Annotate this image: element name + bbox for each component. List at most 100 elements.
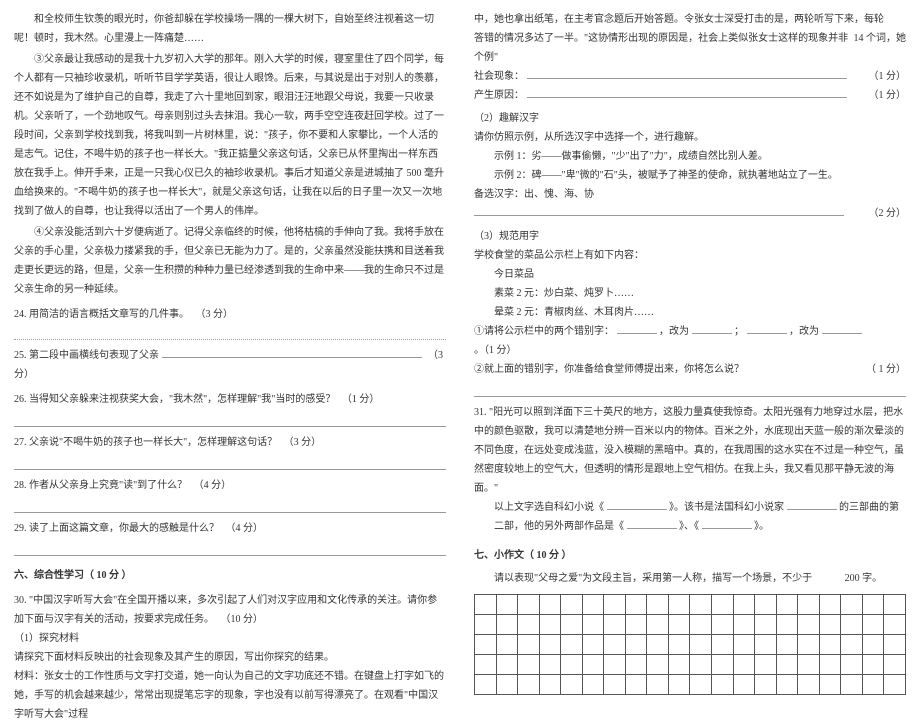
grid-cell — [561, 595, 583, 615]
grid-cell — [820, 675, 842, 695]
grid-cell — [497, 655, 519, 675]
sec7-text: 请以表现"父母之爱"为文段主旨，采用第一人称，描写一个场景，不少于 — [494, 573, 812, 584]
grid-cell — [604, 615, 626, 635]
reason-label: 产生原因： — [474, 90, 524, 101]
grid-cell — [777, 655, 799, 675]
answer-blank — [527, 86, 847, 98]
sub2-answer: （2 分） — [474, 204, 906, 223]
grid-cell — [518, 655, 540, 675]
grid-cell — [475, 615, 497, 635]
grid-cell — [669, 635, 691, 655]
q28-score: （4 分） — [194, 480, 232, 491]
fix1c: ； — [734, 326, 744, 337]
menu-title: 今日菜品 — [494, 265, 906, 284]
writing-grid — [474, 594, 906, 695]
grid-cell — [604, 655, 626, 675]
grid-cell — [820, 615, 842, 635]
grid-cell — [712, 675, 734, 695]
grid-cell — [647, 655, 669, 675]
grid-cell — [497, 635, 519, 655]
grid-cell — [583, 595, 605, 615]
answer-line — [14, 326, 446, 340]
q29-score: （4 分） — [226, 523, 264, 534]
grid-cell — [475, 675, 497, 695]
grid-cell — [540, 675, 562, 695]
social-score: （1 分） — [869, 67, 907, 86]
grid-cell — [690, 635, 712, 655]
menu-line-1: 素菜 2 元：炒白菜、炖罗卜…… — [494, 284, 906, 303]
left-column: 和全校师生钦羡的眼光时，你爸却躲在学校操场一隅的一棵大树下，自始至终注视着这一切… — [0, 0, 460, 638]
grid-cell — [518, 635, 540, 655]
grid-cell — [841, 675, 863, 695]
sub1-title: （1）探究材料 — [14, 629, 446, 648]
q29-text: 29. 读了上面这篇文章，你最大的感触是什么？ — [14, 523, 219, 534]
q31-fill: 以上文字选自科幻小说《 》。该书是法国科幻小说家 的三部曲的第二部，他的另外两部… — [494, 498, 906, 536]
grid-cell — [712, 635, 734, 655]
grid-cell — [777, 615, 799, 635]
example-1: 示例 1：劣——做事偷懒，"少"出了"力"，成绩自然比别人差。 — [494, 147, 906, 166]
grid-cell — [475, 655, 497, 675]
answer-line — [14, 456, 446, 470]
q28-text: 28. 作者从父亲身上究竟"读"到了什么？ — [14, 480, 187, 491]
grid-cell — [777, 595, 799, 615]
material-cont3: 答错的情况多达了一半。"这协情形出现的原因是，社会上类似张女士这样的现象并非个例… — [474, 29, 906, 67]
grid-cell — [798, 615, 820, 635]
grid-cell — [863, 615, 885, 635]
q27-score: （3 分） — [284, 437, 322, 448]
grid-cell — [669, 595, 691, 615]
grid-cell — [755, 635, 777, 655]
grid-cell — [755, 675, 777, 695]
grid-cell — [734, 595, 756, 615]
grid-cell — [863, 655, 885, 675]
grid-cell — [884, 655, 906, 675]
question-24: 24. 用简洁的语言概括文章写的几件事。 （3 分） — [14, 305, 446, 340]
q25-text: 25. 第二段中画横线句表现了父亲 — [14, 350, 159, 361]
grid-cell — [540, 635, 562, 655]
question-25: 25. 第二段中画横线句表现了父亲 （3 分） — [14, 346, 446, 384]
answer-blank — [617, 322, 657, 334]
fix1b: ，改为 — [659, 326, 689, 337]
social-row: 社会现象： （1 分） — [474, 67, 906, 86]
grid-cell — [540, 655, 562, 675]
grid-cell — [475, 595, 497, 615]
grid-cell — [561, 675, 583, 695]
material-text: 材料：张女士的工作性质与文字打交道，她一向认为自己的文字功底还不错。在键盘上打字… — [14, 667, 446, 724]
fix-row-1: ①请将公示栏中的两个错别字： ，改为 ； ，改为 。（1 分） — [474, 322, 906, 360]
passage-para-2: ③父亲最让我感动的是我十九岁初入大学的那年。刚入大学的时候，寝室里住了四个同学，… — [14, 50, 446, 221]
answer-blank — [474, 204, 844, 216]
q26-text: 26. 当得知父亲躲来注视获奖大会，"我木然"，怎样理解"我"当时的感受？ — [14, 394, 335, 405]
example-2: 示例 2：碑——"卑"微的"石"头，被赋予了神圣的使命，就执著地站立了一生。 — [494, 166, 906, 185]
sub2-text: 请你仿照示例，从所选汉字中选择一个，进行趣解。 — [474, 128, 906, 147]
answer-line — [14, 542, 446, 556]
sub3-text: 学校食堂的菜品公示栏上有如下内容： — [474, 246, 906, 265]
grid-cell — [626, 675, 648, 695]
right-column: 中，她也拿出纸笔，在主考官念题后开始答题。令张女士深受打击的是，两轮听写下来，每… — [460, 0, 920, 638]
menu-line-2: 晕菜 2 元：青椒肉丝、木耳肉片…… — [494, 303, 906, 322]
passage-para-1: 和全校师生钦羡的眼光时，你爸却躲在学校操场一隅的一棵大树下，自始至终注视着这一切… — [14, 10, 446, 48]
answer-blank — [747, 322, 787, 334]
cont-a: 中，她也拿出纸笔，在主考官念题后开始答题。令张女士深受打击的是，两轮听写下来，每… — [474, 14, 884, 25]
question-27: 27. 父亲说"不喝牛奶的孩子也一样长大"，怎样理解这句话？ （3 分） — [14, 433, 446, 470]
grid-cell — [884, 635, 906, 655]
sub3-title: （3）规范用字 — [474, 227, 906, 246]
answer-blank — [692, 322, 732, 334]
reason-row: 产生原因： （1 分） — [474, 86, 906, 105]
grid-cell — [690, 615, 712, 635]
grid-cell — [583, 615, 605, 635]
grid-cell — [798, 655, 820, 675]
grid-cell — [863, 635, 885, 655]
grid-cell — [734, 655, 756, 675]
grid-cell — [712, 595, 734, 615]
cont-b: 14 个词，她 — [854, 29, 907, 48]
q26-score: （1 分） — [342, 394, 380, 405]
grid-cell — [820, 635, 842, 655]
grid-cell — [540, 595, 562, 615]
grid-cell — [540, 615, 562, 635]
reason-score: （1 分） — [869, 86, 907, 105]
social-label: 社会现象： — [474, 71, 524, 82]
q27-text: 27. 父亲说"不喝牛奶的孩子也一样长大"，怎样理解这句话？ — [14, 437, 277, 448]
grid-cell — [820, 595, 842, 615]
question-29: 29. 读了上面这篇文章，你最大的感触是什么？ （4 分） — [14, 519, 446, 556]
grid-cell — [841, 595, 863, 615]
question-30: 30. "中国汉字听写大会"在全国开播以来，多次引起了人们对汉字应用和文化传承的… — [14, 591, 446, 629]
